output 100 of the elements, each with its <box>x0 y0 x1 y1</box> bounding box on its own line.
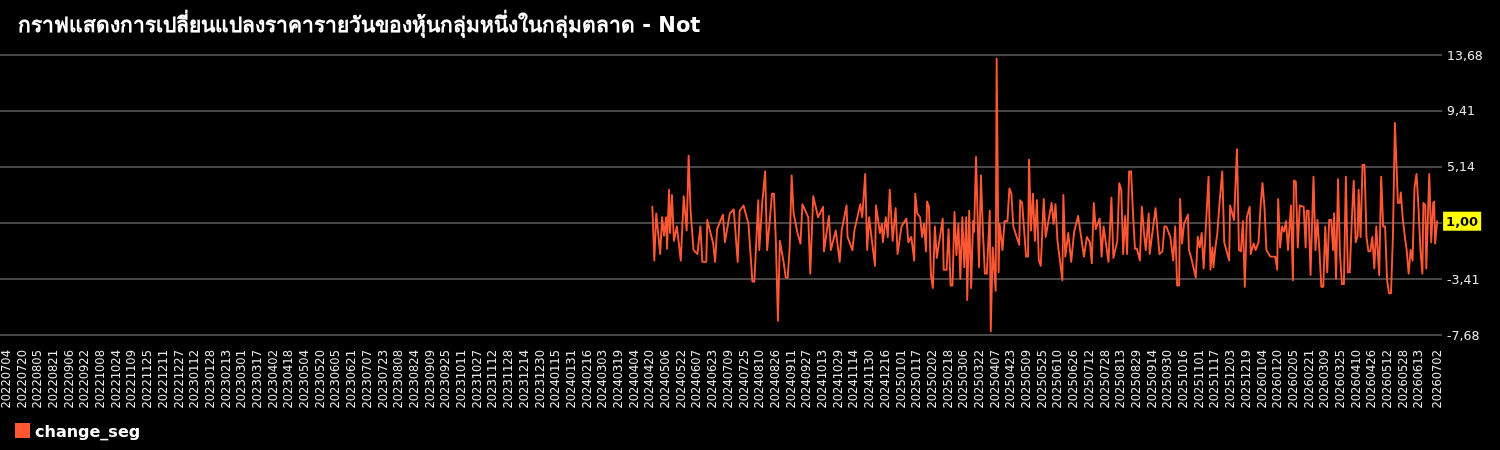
x-tick-label: 20240404 <box>626 350 641 409</box>
x-tick-label: 20250322 <box>971 350 986 409</box>
x-tick-label: 20230605 <box>328 350 343 409</box>
x-tick-label: 20240131 <box>563 350 578 409</box>
x-tick-label: 20260613 <box>1411 350 1426 409</box>
x-tick-label: 20250712 <box>1081 350 1096 409</box>
x-tick-label: 20230909 <box>422 350 437 409</box>
x-tick-label: 20230418 <box>281 350 296 409</box>
x-tick-label: 20221008 <box>93 350 108 409</box>
x-tick-label: 20240420 <box>642 350 657 409</box>
y-tick-label: 9,41 <box>1447 103 1475 119</box>
x-tick-label: 20230213 <box>218 350 233 409</box>
x-tick-label: 20251101 <box>1191 350 1206 409</box>
x-tick-label: 20250728 <box>1097 350 1112 409</box>
x-tick-label: 20230925 <box>438 350 453 409</box>
y-tick-label: 5,14 <box>1447 159 1475 175</box>
x-tick-label: 20250407 <box>987 350 1002 409</box>
x-tick-label: 20221024 <box>108 350 123 409</box>
x-tick-label: 20221125 <box>140 350 155 409</box>
x-tick-label: 20230504 <box>297 350 312 409</box>
legend-label: change_seg <box>35 421 141 441</box>
x-tick-label: 20250610 <box>1050 350 1065 409</box>
x-tick-label: 20240607 <box>689 350 704 409</box>
x-tick-label: 20240709 <box>720 350 735 409</box>
x-tick-label: 20251203 <box>1223 350 1238 409</box>
x-tick-label: 20240927 <box>799 350 814 409</box>
x-tick-label: 20240216 <box>579 350 594 409</box>
x-tick-label: 20260205 <box>1285 350 1300 409</box>
x-tick-label: 20220906 <box>61 350 76 409</box>
y-tick-label: 13,68 <box>1447 47 1483 63</box>
x-tick-label: 20231027 <box>469 350 484 409</box>
x-tick-label: 20251016 <box>1176 350 1191 409</box>
x-tick-label: 20250306 <box>956 350 971 409</box>
x-tick-label: 20241013 <box>815 350 830 409</box>
x-tick-label: 20230808 <box>391 350 406 409</box>
x-tick-label: 20250914 <box>1144 350 1159 409</box>
x-tick-label: 20240623 <box>705 350 720 409</box>
x-tick-label: 20250813 <box>1113 350 1128 409</box>
x-tick-label: 20250423 <box>1003 350 1018 409</box>
x-tick-label: 20250218 <box>940 350 955 409</box>
x-tick-label: 20230317 <box>250 350 265 409</box>
x-tick-label: 20231112 <box>485 350 500 409</box>
x-tick-label: 20221211 <box>155 350 170 409</box>
chart-title: กราฟแสดงการเปลี่ยนแปลงราคารายวันของหุ้นกลุ่มหนึ่งในกลุ่มตลาด - Not <box>18 9 701 39</box>
x-tick-label: 20231128 <box>501 350 516 409</box>
x-tick-label: 20231214 <box>516 350 531 409</box>
x-tick-label: 20250117 <box>909 350 924 409</box>
x-tick-label: 20230723 <box>375 350 390 409</box>
x-tick-label: 20230621 <box>344 350 359 409</box>
x-tick-label: 20250626 <box>1066 350 1081 409</box>
x-tick-label: 20240303 <box>595 350 610 409</box>
x-tick-label: 20250525 <box>1034 350 1049 409</box>
x-tick-label: 20260702 <box>1430 350 1445 409</box>
x-tick-label: 20251219 <box>1238 350 1253 409</box>
x-tick-label: 20221227 <box>171 350 186 409</box>
x-tick-label: 20241130 <box>862 350 877 409</box>
x-tick-label: 20250509 <box>1019 350 1034 409</box>
x-tick-label: 20260325 <box>1332 350 1347 409</box>
x-tick-label: 20250101 <box>893 350 908 409</box>
x-tick-label: 20230402 <box>265 350 280 409</box>
y-tick-label: -3,41 <box>1447 271 1480 287</box>
x-tick-label: 20231011 <box>454 350 469 409</box>
x-tick-label: 20241216 <box>877 350 892 409</box>
x-tick-label: 20250829 <box>1128 350 1143 409</box>
x-tick-label: 20230112 <box>187 350 202 409</box>
x-tick-label: 20220805 <box>30 350 45 409</box>
x-tick-label: 20240522 <box>673 350 688 409</box>
x-tick-label: 20230301 <box>234 350 249 409</box>
x-tick-label: 20231230 <box>532 350 547 409</box>
x-tick-label: 20260104 <box>1254 350 1269 409</box>
x-tick-label: 20240115 <box>548 350 563 409</box>
x-tick-label: 20220720 <box>14 350 29 409</box>
x-tick-label: 20220704 <box>0 350 13 409</box>
x-tick-label: 20240506 <box>658 350 673 409</box>
x-tick-label: 20250202 <box>924 350 939 409</box>
y-tick-label: -7,68 <box>1447 327 1480 343</box>
x-tick-label: 20221109 <box>124 350 139 409</box>
x-tick-label: 20240826 <box>767 350 782 409</box>
x-tick-label: 20240725 <box>736 350 751 409</box>
x-tick-label: 20230520 <box>312 350 327 409</box>
x-tick-label: 20260309 <box>1317 350 1332 409</box>
x-tick-label: 20220821 <box>45 350 60 409</box>
x-tick-label: 20260512 <box>1380 350 1395 409</box>
x-tick-label: 20241114 <box>846 350 861 409</box>
x-tick-label: 20251117 <box>1207 350 1222 409</box>
x-tick-label: 20260221 <box>1301 350 1316 409</box>
x-tick-label: 20240319 <box>611 350 625 409</box>
x-tick-label: 20240810 <box>752 350 767 409</box>
x-tick-label: 20230707 <box>359 350 374 409</box>
x-tick-label: 20220922 <box>77 350 92 409</box>
x-tick-label: 20230128 <box>202 350 217 409</box>
x-tick-label: 20260120 <box>1270 350 1285 409</box>
x-tick-label: 20230824 <box>406 350 421 409</box>
x-tick-label: 20250930 <box>1160 350 1175 409</box>
x-tick-label: 20260528 <box>1395 350 1410 409</box>
x-tick-label: 20260426 <box>1364 350 1379 409</box>
line-series <box>651 57 1439 333</box>
legend: change_seg <box>15 421 141 441</box>
x-tick-label: 20240911 <box>783 350 798 409</box>
x-tick-label: 20260410 <box>1348 350 1363 409</box>
